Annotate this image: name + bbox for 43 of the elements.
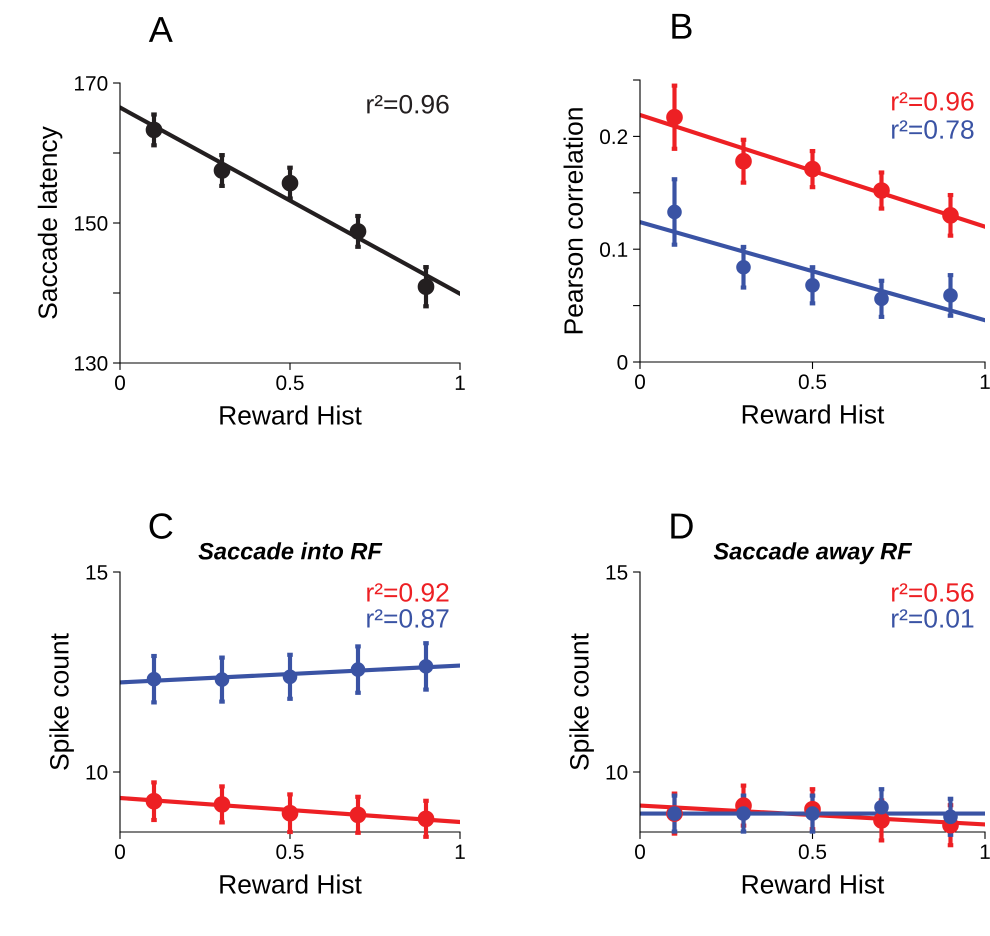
chart-title: D xyxy=(671,514,693,539)
y-tick-label: 0.1 xyxy=(600,242,628,257)
annotation: r²=0.78 xyxy=(892,120,974,139)
x-tick-label: 1 xyxy=(456,844,465,859)
x-tick-label: 0.5 xyxy=(798,374,826,390)
x-tick-label: 0 xyxy=(115,844,125,860)
annotation: r²=0.96 xyxy=(892,92,974,111)
x-tick-label: 1 xyxy=(456,376,465,390)
x-axis-title: Reward Hist xyxy=(220,874,362,894)
x-tick-label: 1 xyxy=(980,374,990,389)
y-axis-title: Spike count xyxy=(569,633,594,770)
y-tick-label: 10 xyxy=(606,765,628,780)
x-tick-label: 0 xyxy=(635,374,645,390)
y-tick-label: 0.2 xyxy=(600,129,628,144)
x-axis-title: Reward Hist xyxy=(742,404,884,424)
x-tick-label: 0 xyxy=(115,375,125,390)
y-tick-label: 170 xyxy=(75,76,108,91)
y-tick-label: 150 xyxy=(75,216,108,231)
chart-title: C xyxy=(150,513,172,539)
chart-title: B xyxy=(672,14,692,39)
y-tick-label: 10 xyxy=(86,765,108,780)
x-axis-title: Reward Hist xyxy=(220,405,362,425)
y-tick-label: 130 xyxy=(75,356,108,371)
annotation: r²=0.96 xyxy=(367,94,449,114)
x-tick-label: 0.5 xyxy=(276,844,304,860)
y-tick-label: 15 xyxy=(86,565,108,580)
annotation: r²=0.92 xyxy=(367,583,448,602)
x-axis-title: Reward Hist xyxy=(742,874,884,894)
y-axis-title: Saccade latency xyxy=(38,126,62,319)
chart-subtitle: Saccade into RF xyxy=(198,542,382,560)
annotation: r²=0.01 xyxy=(892,609,974,628)
y-axis-title: Spike count xyxy=(49,633,74,770)
x-tick-label: 0.5 xyxy=(798,844,826,860)
chart-subtitle: Saccade away RF xyxy=(714,542,912,564)
x-tick-label: 0.5 xyxy=(276,375,304,390)
x-tick-label: 0 xyxy=(635,844,645,860)
annotation: r²=0.56 xyxy=(892,583,974,602)
y-axis-title: Pearson correlation xyxy=(564,108,583,334)
chart-title: A xyxy=(148,17,173,42)
x-tick-label: 1 xyxy=(980,844,990,859)
y-tick-label: 15 xyxy=(606,565,628,580)
annotation: r²=0.87 xyxy=(367,609,448,628)
y-tick-label: 0 xyxy=(617,355,628,370)
